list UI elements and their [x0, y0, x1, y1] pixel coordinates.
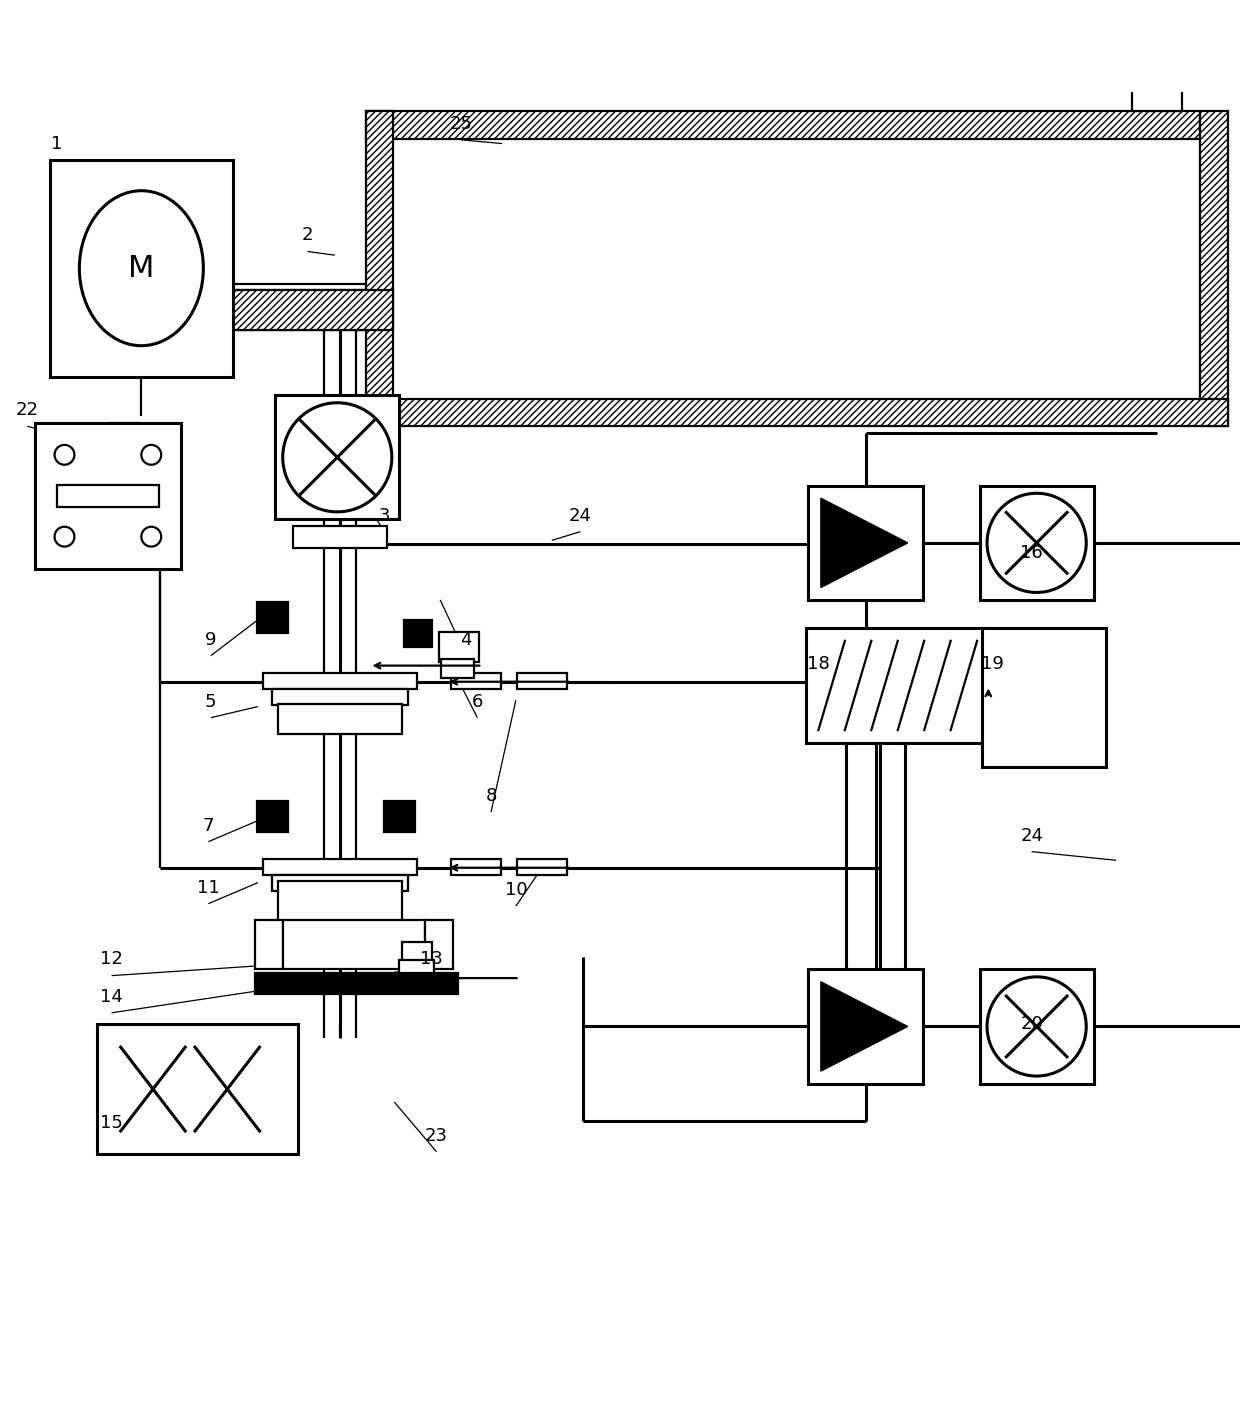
Bar	[366, 398, 1228, 427]
Bar	[404, 620, 432, 647]
Bar	[272, 689, 408, 706]
Bar	[982, 629, 1106, 767]
Bar	[980, 969, 1094, 1083]
Text: 9: 9	[205, 630, 217, 649]
Text: 10: 10	[505, 881, 527, 899]
Text: 24: 24	[569, 507, 591, 525]
Text: 11: 11	[197, 878, 219, 896]
Bar	[451, 859, 501, 875]
Bar	[439, 632, 479, 662]
Text: 23: 23	[425, 1127, 448, 1144]
Text: 24: 24	[1021, 827, 1043, 844]
Bar	[97, 1025, 298, 1154]
Text: 16: 16	[1021, 544, 1043, 562]
Bar	[35, 423, 181, 569]
Text: 17: 17	[844, 544, 867, 562]
Text: 2: 2	[301, 226, 314, 245]
Bar	[451, 673, 501, 689]
Text: 7: 7	[202, 817, 215, 834]
Bar	[283, 919, 425, 969]
Bar	[1132, 77, 1182, 111]
Ellipse shape	[79, 191, 203, 346]
Text: 5: 5	[205, 693, 217, 710]
Bar	[808, 969, 923, 1083]
Polygon shape	[821, 498, 908, 588]
Bar	[263, 859, 417, 875]
Bar	[255, 919, 283, 969]
Bar	[808, 485, 923, 601]
Bar	[980, 485, 1094, 601]
Bar	[257, 801, 288, 832]
Text: 21: 21	[844, 1015, 867, 1033]
Text: 6: 6	[471, 693, 484, 710]
Bar	[517, 673, 567, 689]
Bar	[402, 942, 432, 962]
Bar	[257, 602, 288, 633]
Bar	[366, 111, 393, 427]
Bar	[272, 875, 408, 891]
Text: 18: 18	[807, 656, 830, 673]
Bar	[399, 959, 434, 982]
Text: 1: 1	[51, 135, 63, 152]
Bar	[366, 111, 1200, 138]
Text: 3: 3	[378, 507, 391, 525]
Bar	[57, 485, 159, 507]
Text: 25: 25	[450, 115, 472, 132]
Bar	[263, 673, 417, 689]
Text: 12: 12	[100, 951, 123, 969]
Bar	[233, 290, 393, 330]
Text: 19: 19	[981, 656, 1003, 673]
Text: 8: 8	[485, 787, 497, 805]
Bar	[517, 859, 567, 875]
Text: 20: 20	[1021, 1015, 1043, 1033]
Bar	[278, 704, 402, 734]
Bar	[275, 396, 399, 519]
Bar	[441, 659, 474, 677]
Bar	[293, 525, 387, 548]
Text: 14: 14	[100, 988, 123, 1006]
Text: 22: 22	[16, 401, 38, 420]
Bar	[50, 159, 233, 377]
Text: 13: 13	[420, 951, 443, 969]
Text: 4: 4	[460, 630, 472, 649]
Bar	[255, 973, 458, 995]
Polygon shape	[821, 982, 908, 1072]
Text: 15: 15	[100, 1114, 123, 1133]
Bar	[806, 629, 990, 743]
Text: M: M	[128, 253, 155, 283]
Bar	[425, 919, 453, 969]
Bar	[278, 881, 402, 922]
Bar	[1200, 111, 1228, 427]
Bar	[384, 801, 415, 832]
